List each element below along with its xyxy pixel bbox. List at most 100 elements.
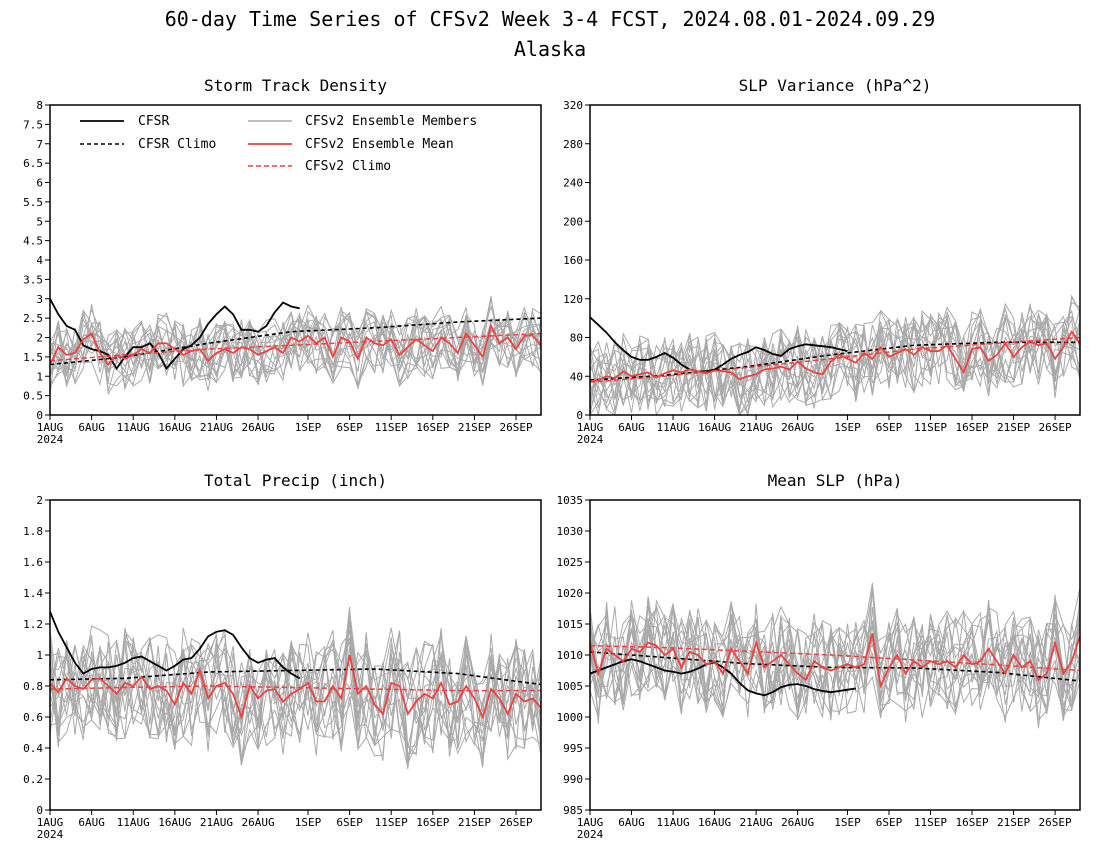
- ensemble-member-line: [49, 308, 542, 384]
- x-tick-label: 16SEP: [955, 421, 988, 434]
- y-tick-label: 6: [36, 177, 43, 190]
- cfsr-climo-line: [589, 341, 1080, 381]
- y-tick-label: 1.8: [23, 525, 43, 538]
- x-tick-label: 21SEP: [997, 816, 1030, 829]
- cfsv2-climo-line: [49, 332, 542, 362]
- y-tick-label: 7.5: [23, 118, 43, 131]
- y-tick-label: 1020: [557, 587, 584, 600]
- y-tick-label: 4: [36, 254, 43, 267]
- x-tick-label: 1AUG: [577, 816, 604, 829]
- x-tick-label: 6AUG: [78, 816, 105, 829]
- y-tick-label: 3.5: [23, 273, 43, 286]
- ensemble-member-line: [589, 294, 1081, 408]
- panel-title-2: Total Precip (inch): [204, 471, 387, 490]
- chart-panel-0: Storm Track Density 0 0.5 1 1.5 2 2.5 3 3.5 4 4.5 5…: [23, 76, 542, 446]
- x-tick-label: 6AUG: [78, 421, 105, 434]
- y-tick-label: 1: [36, 370, 43, 383]
- panel-title-0: Storm Track Density: [204, 76, 387, 95]
- y-tick-label: 1035: [557, 494, 584, 507]
- y-tick-label: 200: [563, 215, 583, 228]
- x-year-label: 2024: [577, 433, 604, 446]
- x-tick-label: 1AUG: [577, 421, 604, 434]
- x-tick-label: 6AUG: [618, 421, 645, 434]
- x-tick-label: 6SEP: [336, 816, 363, 829]
- y-tick-label: 1.5: [23, 351, 43, 364]
- y-tick-label: 0.8: [23, 680, 43, 693]
- x-tick-label: 21AUG: [740, 421, 773, 434]
- y-tick-label: 120: [563, 293, 583, 306]
- y-tick-label: 0.2: [23, 773, 43, 786]
- x-tick-label: 1SEP: [834, 816, 861, 829]
- y-tick-label: 995: [563, 742, 583, 755]
- ensemble-member-line: [49, 632, 542, 766]
- x-tick-label: 1SEP: [834, 421, 861, 434]
- x-tick-label: 26AUG: [241, 816, 274, 829]
- y-tick-label: 0: [576, 409, 583, 422]
- legend-cfsv2-climo-label: CFSv2 Climo: [305, 159, 391, 174]
- x-tick-label: 11SEP: [914, 816, 947, 829]
- ensemble-member-line: [589, 604, 1081, 721]
- x-tick-label: 21AUG: [200, 816, 233, 829]
- x-tick-label: 16AUG: [698, 421, 731, 434]
- cfsr-line: [589, 658, 856, 697]
- y-tick-label: 4.5: [23, 235, 43, 248]
- x-tick-label: 1SEP: [295, 421, 322, 434]
- ensemble-member-line: [49, 304, 542, 396]
- y-tick-label: 6.5: [23, 157, 43, 170]
- legend-cfsr-label: CFSR: [138, 114, 169, 129]
- y-tick-label: 8: [36, 99, 43, 112]
- x-tick-label: 21SEP: [997, 421, 1030, 434]
- x-tick-label: 26SEP: [1039, 816, 1072, 829]
- legend: CFSR CFSR Climo CFSv2 Ensemble Members CFSv…: [80, 114, 477, 174]
- x-tick-label: 11AUG: [117, 421, 150, 434]
- y-tick-label: 40: [570, 370, 583, 383]
- legend-ens-mean-label: CFSv2 Ensemble Mean: [305, 137, 454, 152]
- x-tick-label: 11AUG: [656, 816, 689, 829]
- y-tick-label: 240: [563, 177, 583, 190]
- figure-subtitle: Alaska: [514, 37, 586, 61]
- cfsr-line: [49, 298, 300, 371]
- x-tick-label: 26SEP: [1039, 421, 1072, 434]
- cfsr-line: [589, 316, 848, 373]
- x-tick-label: 26AUG: [241, 421, 274, 434]
- ensemble-member-line: [589, 306, 1081, 411]
- ensemble-member-line: [589, 295, 1081, 411]
- x-tick-label: 11SEP: [375, 421, 408, 434]
- x-tick-label: 21AUG: [740, 816, 773, 829]
- ensemble-member-line: [589, 605, 1081, 717]
- y-tick-label: 1015: [557, 618, 584, 631]
- y-tick-label: 1025: [557, 556, 584, 569]
- y-tick-label: 2.5: [23, 312, 43, 325]
- x-tick-label: 16SEP: [416, 816, 449, 829]
- ensemble-mean-line: [589, 329, 1081, 382]
- x-tick-label: 16SEP: [955, 816, 988, 829]
- y-tick-label: 1010: [557, 649, 584, 662]
- x-tick-label: 11SEP: [914, 421, 947, 434]
- chart-panel-1: SLP Variance (hPa^2) 0 40 80 120 160 200 240 280…: [563, 76, 1081, 446]
- x-tick-label: 1AUG: [37, 816, 64, 829]
- x-tick-label: 16SEP: [416, 421, 449, 434]
- y-tick-label: 2: [36, 494, 43, 507]
- y-tick-label: 1005: [557, 680, 584, 693]
- y-tick-label: 160: [563, 254, 583, 267]
- y-tick-label: 1.4: [23, 587, 43, 600]
- ensemble-member-line: [589, 311, 1081, 403]
- cfsr-line: [49, 611, 301, 680]
- chart-panel-2: Total Precip (inch) 0 0.2 0.4 0.6 0.8 1 1.2 1.4 1…: [23, 471, 542, 841]
- x-tick-label: 16AUG: [698, 816, 731, 829]
- y-tick-label: 3: [36, 293, 43, 306]
- x-tick-label: 21AUG: [200, 421, 233, 434]
- x-year-label: 2024: [577, 828, 604, 841]
- x-tick-label: 1AUG: [37, 421, 64, 434]
- x-tick-label: 21SEP: [458, 421, 491, 434]
- y-tick-label: 0.6: [23, 711, 43, 724]
- chart-panel-3: Mean SLP (hPa) 985 990 995 1000 1005 1010 1015 1…: [557, 471, 1081, 841]
- x-tick-label: 21SEP: [458, 816, 491, 829]
- ensemble-member-line: [49, 635, 542, 768]
- ensemble-member-line: [589, 315, 1081, 417]
- y-tick-label: 2: [36, 332, 43, 345]
- y-tick-label: 0: [36, 804, 43, 817]
- x-year-label: 2024: [37, 828, 64, 841]
